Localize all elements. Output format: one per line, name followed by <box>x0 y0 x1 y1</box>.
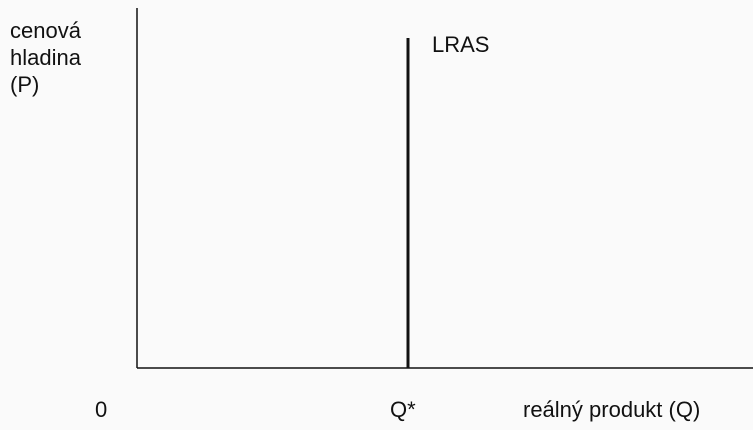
curve-label: LRAS <box>432 32 489 57</box>
origin-label: 0 <box>95 397 107 422</box>
y-axis-label: (P) <box>10 72 39 97</box>
x-axis-label: reálný produkt (Q) <box>523 397 700 422</box>
q-star-label: Q* <box>390 397 416 422</box>
y-axis-label: cenová <box>10 18 82 43</box>
y-axis-label: hladina <box>10 45 82 70</box>
